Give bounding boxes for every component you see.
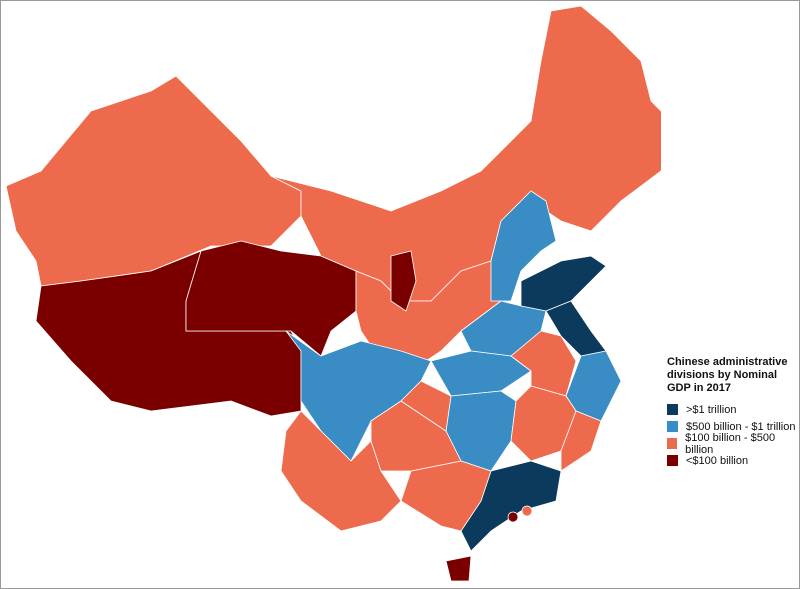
legend-label: >$1 trillion [686,403,737,416]
region [490,190,557,302]
region [560,410,602,472]
region [507,511,519,523]
region [400,380,452,432]
region [390,250,417,312]
legend: Chinese administrative divisions by Nomi… [667,356,797,469]
region [185,240,357,357]
legend-item: >$1 trillion [667,401,797,418]
region [520,255,607,312]
legend-swatch [667,455,678,466]
region [270,5,661,302]
region [521,505,533,517]
legend-label: $100 billion - $500 billion [685,431,776,456]
region [445,555,472,582]
legend-item: $500 billion - $1 trillion [667,418,797,435]
legend-label: <$100 billion [686,454,749,467]
region [400,460,492,532]
legend-swatch [667,438,678,449]
map [5,5,661,582]
legend-label: $500 billion - $1 trillion [686,420,796,433]
legend-swatch [667,404,678,415]
legend-swatch [667,421,678,432]
legend-item: $100 billion - $500 billion [667,432,797,456]
legend-items: >$1 trillion $500 billion - $1 trillion $1… [667,401,797,469]
legend-title: Chinese administrative divisions by Nomi… [667,356,788,394]
legend-item: <$100 billion [667,452,797,469]
